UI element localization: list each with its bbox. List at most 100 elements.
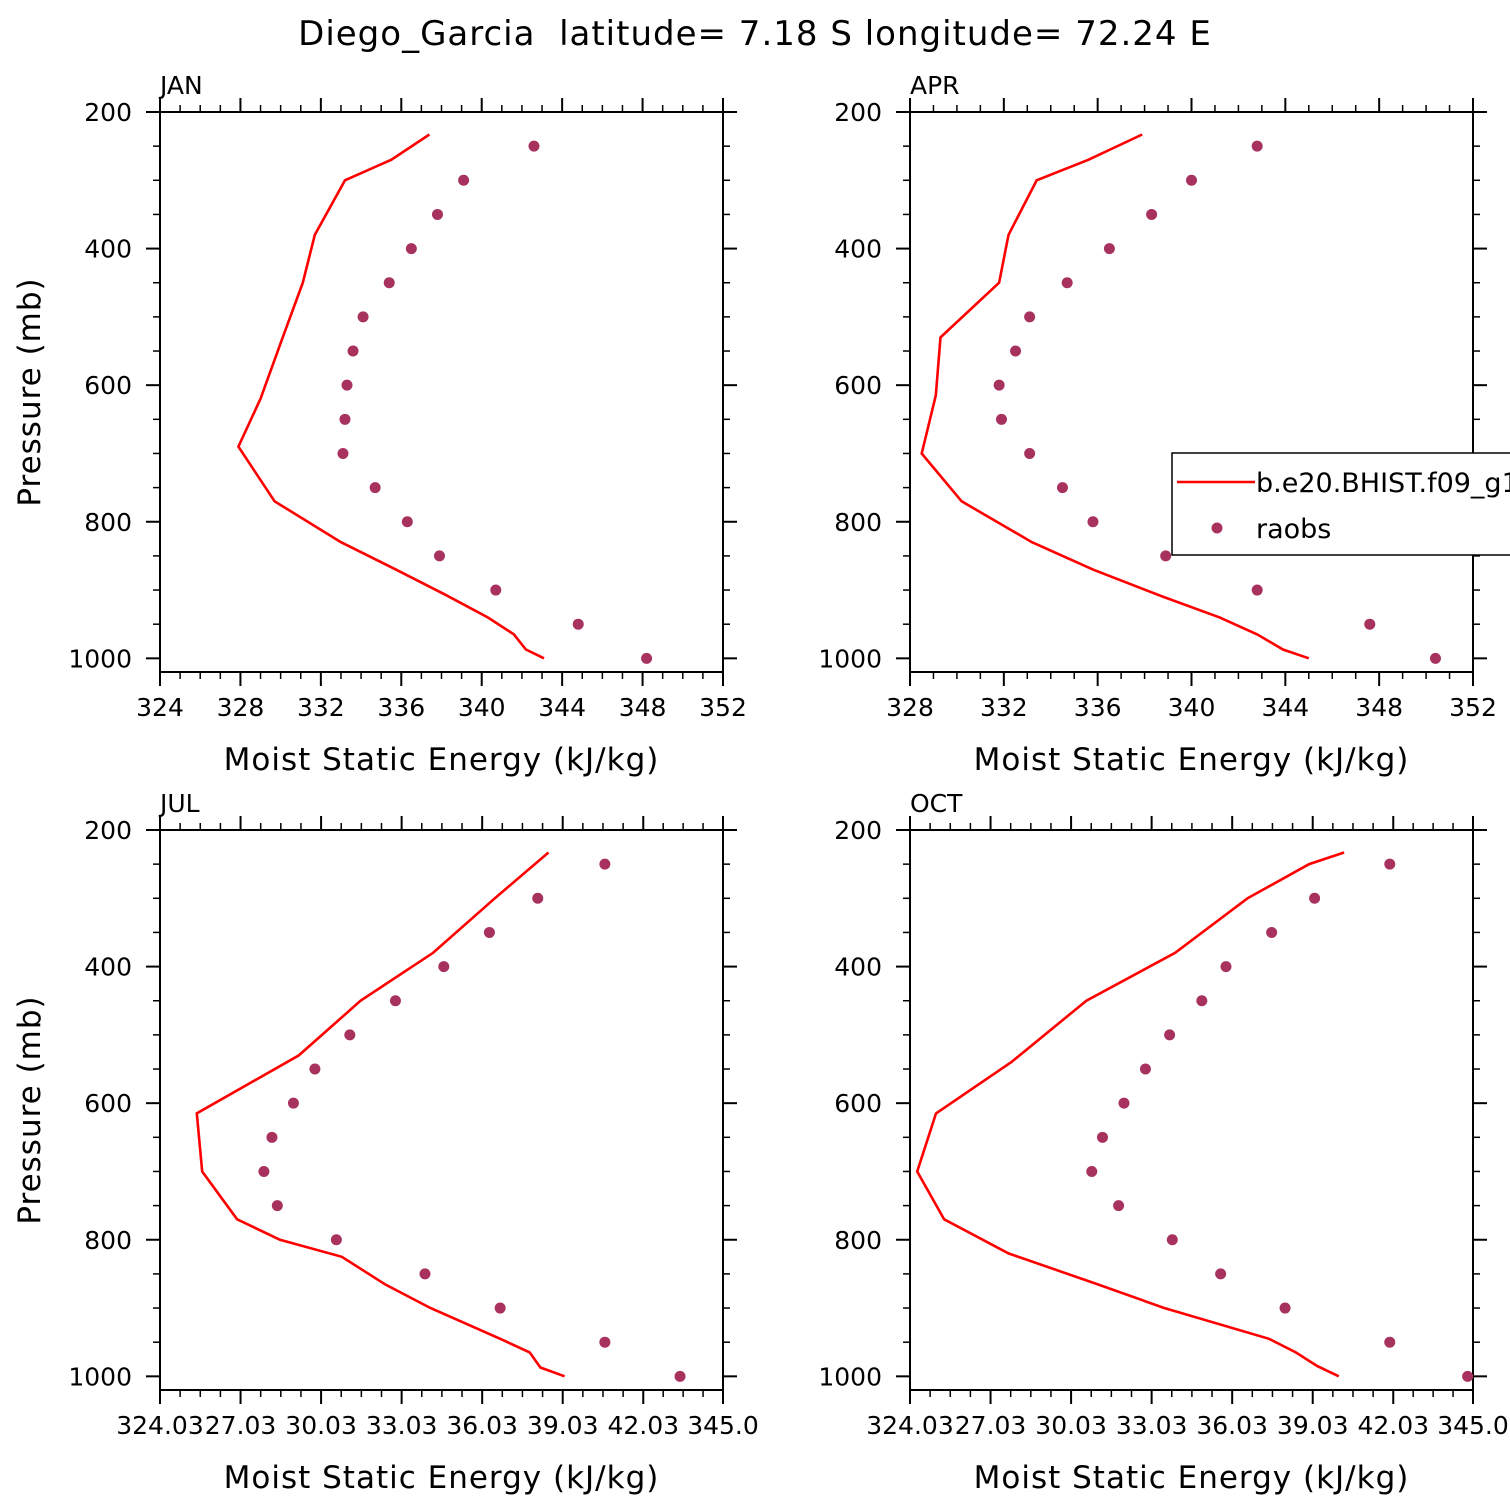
x-tick-label: 348 (619, 693, 667, 722)
legend-label-raobs: raobs (1256, 514, 1331, 545)
raobs-point-600 (341, 379, 353, 391)
x-tick-label: 340 (458, 693, 506, 722)
raobs-point-950 (1384, 1336, 1396, 1348)
raobs-point-800 (1166, 1234, 1178, 1246)
raobs-point-700 (337, 447, 349, 459)
x-tick-label: 336 (1074, 693, 1122, 722)
x-tick-label: 352 (699, 693, 747, 722)
y-axis-label: Pressure (mb) (12, 277, 48, 506)
raobs-point-250 (528, 140, 540, 152)
raobs-point-950 (599, 1336, 611, 1348)
raobs-point-650 (266, 1131, 278, 1143)
x-tick-label: 36.03 (446, 1411, 518, 1440)
model-profile-line (195, 851, 566, 1378)
x-tick-label: 27.03 (955, 1411, 1027, 1440)
raobs-point-1000 (1462, 1370, 1474, 1382)
raobs-point-400 (1103, 243, 1115, 255)
x-tick-label: 33.03 (1116, 1411, 1188, 1440)
y-tick-label: 800 (84, 508, 132, 537)
x-tick-label: 328 (886, 693, 934, 722)
raobs-point-800 (401, 516, 413, 528)
x-tick-label: 345.0 (1437, 1411, 1509, 1440)
raobs-point-850 (433, 550, 445, 562)
plot-frame (159, 829, 724, 1391)
raobs-point-300 (532, 892, 544, 904)
raobs-point-250 (1251, 140, 1263, 152)
raobs-point-750 (1113, 1200, 1125, 1212)
raobs-point-650 (995, 413, 1007, 425)
plot-frame (159, 111, 724, 673)
panels: JAN 324 328 332 336 340 344 348 352 200 400 600 800 1… (12, 71, 1509, 1496)
raobs-point-350 (431, 208, 443, 220)
raobs-point-1000 (674, 1370, 686, 1382)
raobs-point-350 (1266, 926, 1278, 938)
plot-frame (909, 829, 1474, 1391)
raobs-point-550 (309, 1063, 321, 1075)
raobs-point-600 (993, 379, 1005, 391)
raobs-point-450 (389, 995, 401, 1007)
raobs-point-600 (1118, 1097, 1130, 1109)
plot-frame (909, 111, 1474, 673)
x-tick-label: 30.03 (285, 1411, 357, 1440)
x-tick-label: 39.03 (527, 1411, 599, 1440)
x-tick-label: 344 (1261, 693, 1309, 722)
y-tick-label: 200 (84, 816, 132, 845)
raobs-point-450 (1061, 277, 1073, 289)
raobs-point-850 (1160, 550, 1172, 562)
raobs-point-750 (271, 1200, 283, 1212)
x-tick-label: 332 (297, 693, 345, 722)
y-tick-label: 600 (834, 1089, 882, 1118)
y-tick-label: 200 (84, 98, 132, 127)
y-tick-label: 1000 (68, 644, 132, 673)
raobs-point-900 (1279, 1302, 1291, 1314)
model-profile-line (920, 133, 1310, 660)
x-tick-label: 324.03 (866, 1411, 953, 1440)
raobs-point-400 (405, 243, 417, 255)
y-tick-label: 1000 (818, 644, 882, 673)
x-tick-label: 328 (217, 693, 265, 722)
panel-apr: APR 328 332 336 340 344 348 352 200 400 600 800 1000… (818, 71, 1496, 778)
y-tick-label: 800 (834, 508, 882, 537)
raobs-point-950 (572, 618, 584, 630)
raobs-point-300 (1309, 892, 1321, 904)
y-tick-label: 600 (84, 1089, 132, 1118)
x-axis-label: Moist Static Energy (kJ/kg) (974, 1460, 1410, 1496)
legend-dot-swatch (1211, 522, 1223, 534)
raobs-point-350 (1146, 208, 1158, 220)
raobs-point-500 (1164, 1029, 1176, 1041)
y-tick-label: 600 (834, 371, 882, 400)
panel-title: APR (910, 71, 960, 100)
y-tick-label: 1000 (68, 1362, 132, 1391)
raobs-point-500 (1024, 311, 1036, 323)
x-tick-label: 332 (980, 693, 1028, 722)
raobs-point-900 (490, 584, 502, 596)
raobs-point-850 (1215, 1268, 1227, 1280)
raobs-point-350 (483, 926, 495, 938)
y-tick-label: 1000 (818, 1362, 882, 1391)
x-axis-label: Moist Static Energy (kJ/kg) (974, 742, 1410, 778)
raobs-point-500 (344, 1029, 356, 1041)
panel-jan: JAN 324 328 332 336 340 344 348 352 200 400 600 800 1… (12, 71, 747, 778)
raobs-point-600 (287, 1097, 299, 1109)
panel-oct: OCT 324.03 27.03 30.03 33.03 36.03 39.03 42.03 3… (818, 789, 1508, 1496)
raobs-point-900 (494, 1302, 506, 1314)
raobs-point-700 (1024, 447, 1036, 459)
model-profile-line (915, 851, 1345, 1378)
x-tick-label: 30.03 (1035, 1411, 1107, 1440)
y-tick-label: 200 (834, 816, 882, 845)
y-tick-label: 200 (834, 98, 882, 127)
x-tick-label: 348 (1355, 693, 1403, 722)
x-tick-label: 42.03 (607, 1411, 679, 1440)
x-tick-label: 345.0 (687, 1411, 759, 1440)
y-tick-label: 800 (84, 1226, 132, 1255)
y-tick-label: 400 (84, 235, 132, 264)
x-tick-label: 42.03 (1357, 1411, 1429, 1440)
y-tick-label: 800 (834, 1226, 882, 1255)
x-tick-label: 324.03 (116, 1411, 203, 1440)
raobs-point-1000 (641, 652, 653, 664)
raobs-point-650 (339, 413, 351, 425)
legend: b.e20.BHIST.f09_g17.CMIP6-AMIP.001raobs (1171, 452, 1510, 556)
x-tick-label: 27.03 (205, 1411, 277, 1440)
x-tick-label: 39.03 (1277, 1411, 1349, 1440)
raobs-point-250 (1384, 858, 1396, 870)
